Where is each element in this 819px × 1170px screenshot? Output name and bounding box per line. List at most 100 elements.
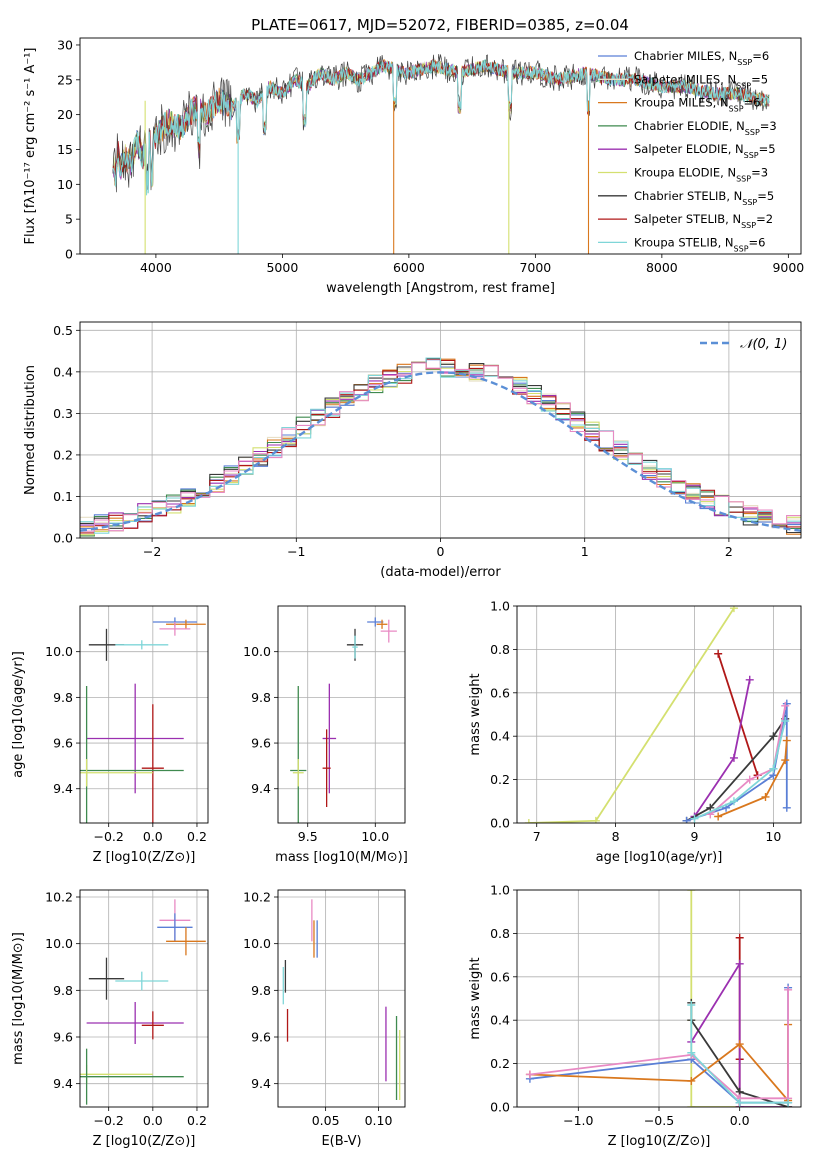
y-axis-label: mass weight — [468, 673, 483, 755]
residuals-axes: −2 −1 0 1 2 0.0 0.1 0.2 0.3 0.4 0.5 (data-model)/er… — [23, 321, 802, 580]
y-axis-label: mass [log10(M/M⊙)] — [11, 932, 26, 1065]
y-tick-label: 9.8 — [251, 983, 271, 998]
spectrum-plot-area — [112, 54, 770, 254]
weight-series-line — [690, 960, 789, 1107]
legend-label-main: Kroupa STELIB, N — [634, 235, 734, 249]
x-tick-label: 0.05 — [312, 1113, 340, 1128]
error-bar-point — [380, 619, 397, 643]
error-bar-point — [115, 640, 169, 650]
x-axis-label: (data-model)/error — [380, 565, 501, 580]
y-tick-label: 1.0 — [490, 599, 510, 614]
mass_vs_ebv-axes: 0.05 0.10 9.4 9.6 9.8 10.0 10.2 E(B-V) — [243, 890, 406, 1149]
x-axis-label: E(B-V) — [321, 1134, 361, 1149]
figure-title: PLATE=0617, MJD=52072, FIBERID=0385, z=0… — [251, 16, 629, 34]
weight-series — [714, 736, 791, 821]
x-tick-label: 4000 — [140, 260, 172, 275]
error-bar-point — [115, 971, 169, 991]
mass_vs_Z-axes: −0.2 0.0 0.2 9.4 9.6 9.8 10.0 10.2 Z [log10(Z/Z⊙… — [11, 890, 209, 1149]
error-bar-point — [80, 1048, 184, 1105]
y-tick-label: 9.6 — [53, 1030, 73, 1045]
y-tick-label: 5 — [65, 212, 73, 227]
y-axis-label: Flux [fλ10⁻¹⁷ erg cm⁻² s⁻¹ A⁻¹] — [23, 48, 38, 245]
mass_vs_Z-plot-area — [80, 899, 206, 1105]
weight_vs_Z-plot-area — [525, 890, 793, 1107]
y-tick-label: 0.0 — [490, 816, 510, 831]
error-bar-point — [352, 635, 358, 659]
gaussian-curve — [80, 371, 801, 532]
error-bar-point — [159, 621, 191, 636]
x-axis-label: age [log10(age/yr)] — [596, 850, 723, 865]
weight-series-line — [709, 705, 787, 815]
legend-label-sub: SSP — [745, 127, 760, 136]
y-tick-label: 1.0 — [490, 883, 510, 898]
legend-label-tail: =2 — [756, 212, 773, 226]
x-tick-label: −1 — [287, 544, 305, 559]
weight-point-marker — [781, 756, 790, 765]
legend-label: Chabrier ELODIE, NSSP=3 — [634, 119, 777, 137]
spectrum-frame — [79, 37, 802, 255]
weight-series-line — [686, 718, 786, 822]
weight-series — [687, 1001, 793, 1107]
legend-label: Salpeter STELIB, NSSP=2 — [634, 212, 773, 230]
error-bar-point — [88, 957, 125, 1000]
weight-series — [690, 717, 790, 823]
x-tick-label: 0.0 — [143, 829, 163, 844]
legend-label-tail: =5 — [757, 189, 774, 203]
weight-point-marker — [784, 1098, 793, 1107]
x-tick-label: 0.2 — [187, 829, 207, 844]
x-tick-label: 10 — [765, 829, 781, 844]
y-tick-label: 15 — [57, 142, 73, 157]
legend-label-tail: =3 — [760, 119, 777, 133]
y-axis-label: Normed distribution — [23, 365, 38, 495]
x-tick-label: 0.0 — [730, 1113, 750, 1128]
y-tick-label: 0.6 — [490, 685, 510, 700]
x-tick-label: 0.0 — [143, 1113, 163, 1128]
legend-label-tail: =5 — [759, 142, 776, 156]
weight-series — [714, 649, 762, 780]
weight-series-line — [690, 1005, 789, 1104]
weight_vs_age-plot-area — [524, 606, 791, 823]
x-tick-label: 8000 — [646, 260, 678, 275]
legend-label-tail: =6 — [744, 96, 761, 110]
x-tick-label: 10.0 — [361, 829, 389, 844]
legend-label-sub: SSP — [744, 151, 759, 160]
weight_vs_age-frame — [516, 605, 802, 824]
residuals-legend: 𝒩(0, 1) — [700, 337, 787, 352]
weight-series-line — [690, 890, 789, 1107]
y-tick-label: 0.4 — [490, 729, 510, 744]
x-tick-label: 9000 — [772, 260, 804, 275]
weight-point-marker — [769, 732, 778, 741]
x-axis-label: Z [log10(Z/Z⊙)] — [93, 1134, 196, 1149]
y-tick-label: 0.4 — [490, 1013, 510, 1028]
x-axis-label: wavelength [Angstrom, rest frame] — [326, 281, 555, 296]
weight-series-line — [528, 607, 735, 823]
y-tick-label: 9.4 — [251, 781, 271, 796]
weight-series — [690, 675, 754, 821]
y-tick-label: 0.8 — [490, 926, 510, 941]
y-tick-label: 10 — [57, 177, 73, 192]
y-tick-label: 30 — [57, 37, 73, 52]
weight-point-marker — [525, 1070, 534, 1079]
spectrum-axes: 4000 5000 6000 7000 8000 9000 0 5 10 15 20 25 30 wave… — [23, 37, 804, 296]
x-tick-label: 9.5 — [298, 829, 318, 844]
error-bar-point — [376, 619, 388, 629]
weight_vs_age-axes: 7 8 9 10 0.0 0.2 0.4 0.6 0.8 1.0 age [log10(age/yr… — [468, 599, 802, 865]
y-tick-label: 10.0 — [45, 644, 73, 659]
legend-label-main: Kroupa ELODIE, N — [634, 166, 736, 180]
legend-label-sub: SSP — [736, 81, 751, 90]
error-bar-point — [166, 927, 206, 956]
y-tick-label: 20 — [57, 107, 73, 122]
x-axis-label: Z [log10(Z/Z⊙)] — [608, 1134, 711, 1149]
x-tick-label: 0.2 — [187, 1113, 207, 1128]
weight-point-marker — [761, 792, 770, 801]
y-tick-label: 0.2 — [53, 447, 73, 462]
y-tick-label: 9.8 — [53, 983, 73, 998]
y-axis-label: mass weight — [468, 957, 483, 1039]
x-tick-label: 9 — [691, 829, 699, 844]
weight_vs_Z-axes: −1.0 −0.5 0.0 0.0 0.2 0.4 0.6 0.8 1.0 Z [log10(Z/… — [468, 883, 802, 1149]
age_vs_Z-frame — [79, 605, 209, 824]
weight-point-marker — [735, 1098, 744, 1107]
legend-label: Chabrier STELIB, NSSP=5 — [634, 189, 774, 207]
weight_vs_Z-frame — [516, 889, 802, 1108]
